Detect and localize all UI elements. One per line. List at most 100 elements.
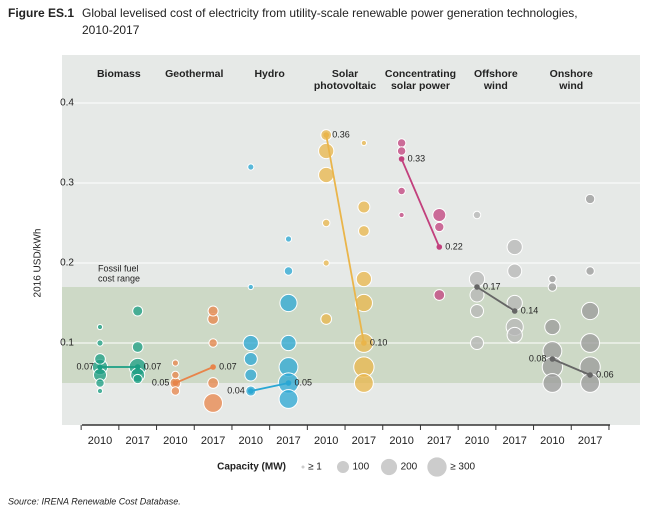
figure-number: Figure ES.1 [8, 6, 74, 20]
project-bubble [247, 163, 255, 171]
value-label: 0.22 [445, 241, 463, 251]
x-tick-label: 2017 [125, 435, 149, 447]
project-bubble [96, 339, 104, 347]
project-bubble [396, 146, 407, 156]
project-bubble [171, 359, 179, 367]
y-tick-label: 0.2 [60, 258, 74, 269]
project-bubble [397, 186, 406, 196]
project-bubble [96, 323, 104, 331]
x-tick-label: 2017 [578, 435, 602, 447]
x-tick-label: 2017 [201, 435, 225, 447]
project-bubble [544, 318, 561, 336]
project-bubble [585, 266, 595, 276]
project-bubble [580, 333, 601, 353]
average-trend [175, 366, 214, 384]
average-point [172, 380, 179, 386]
legend-title: Capacity (MW) [217, 462, 286, 473]
series-name: wind [483, 80, 508, 92]
project-bubble [207, 305, 219, 317]
project-bubble [280, 334, 297, 352]
series-name: Offshore [474, 68, 518, 80]
project-bubble [584, 193, 596, 205]
x-tick-label: 2010 [465, 435, 489, 447]
average-point [323, 132, 330, 138]
project-bubble [208, 338, 218, 348]
value-label: 0.33 [408, 153, 426, 163]
value-label: 0.05 [152, 377, 170, 387]
y-tick-label: 0.4 [60, 98, 74, 109]
project-bubble [318, 166, 335, 184]
y-tick-label: 0.1 [60, 338, 74, 349]
series-name: Solar [332, 68, 358, 80]
source: Source: IRENA Renewable Cost Database. [8, 496, 181, 506]
project-bubble [96, 387, 104, 395]
average-point [549, 356, 556, 362]
value-label: 0.07 [144, 361, 162, 371]
project-bubble [95, 378, 105, 388]
x-tick-label: 2010 [239, 435, 263, 447]
chart-title: Global levelised cost of electricity fro… [82, 6, 578, 20]
series-name: solar power [391, 80, 450, 92]
average-point [210, 364, 216, 370]
average-point [97, 364, 103, 370]
x-tick-label: 2017 [276, 435, 300, 447]
series-name: Biomass [97, 68, 141, 80]
project-bubble [547, 282, 558, 292]
project-bubble [320, 313, 333, 325]
chart-title: 2010-2017 [82, 23, 140, 37]
y-tick-label: 0.3 [60, 178, 74, 189]
legend-bubble [336, 460, 350, 474]
x-tick-label: 2017 [502, 435, 526, 447]
project-bubble [244, 368, 258, 382]
project-bubble [506, 326, 523, 344]
x-tick-label: 2010 [314, 435, 338, 447]
series-name: Hydro [254, 68, 284, 80]
project-bubble [278, 389, 299, 409]
average-point [398, 156, 405, 162]
band-label: Fossil fuel [98, 263, 139, 273]
project-bubble [581, 301, 600, 321]
average-trend [325, 134, 365, 344]
project-bubble [279, 293, 298, 313]
project-bubble [242, 334, 259, 352]
average-trend [250, 382, 289, 392]
value-label: 0.08 [529, 353, 547, 363]
x-tick-label: 2010 [163, 435, 187, 447]
average-point [436, 244, 443, 250]
project-bubble [355, 270, 373, 288]
project-bubble [171, 370, 180, 380]
project-bubble [470, 336, 484, 350]
value-label: 0.17 [483, 281, 501, 291]
average-point [134, 364, 141, 370]
series-name: photovoltaic [314, 80, 377, 92]
project-bubble [432, 208, 447, 222]
x-tick-label: 2017 [427, 435, 451, 447]
average-point [587, 372, 593, 378]
project-bubble [318, 142, 335, 160]
average-point [285, 380, 292, 386]
value-label: 0.36 [332, 129, 350, 139]
project-bubble [94, 353, 106, 365]
project-bubble [433, 289, 446, 301]
average-point [248, 388, 254, 394]
project-bubble [354, 293, 373, 313]
project-bubble [358, 225, 370, 237]
series-name: Onshore [550, 68, 593, 80]
legend-label: ≥ 1 [308, 462, 322, 473]
project-bubble [322, 259, 330, 267]
legend-bubble [379, 457, 399, 477]
project-bubble [203, 393, 224, 413]
value-label: 0.07 [219, 361, 237, 371]
average-point [511, 308, 518, 314]
value-label: 0.07 [76, 361, 94, 371]
legend-label: 200 [401, 462, 418, 473]
project-bubble [506, 238, 523, 256]
project-bubble [283, 266, 294, 276]
average-trend [476, 286, 516, 312]
x-tick-label: 2017 [352, 435, 376, 447]
project-bubble [131, 341, 144, 353]
value-label: 0.05 [295, 377, 313, 387]
x-tick-label: 2010 [540, 435, 564, 447]
average-trend [552, 358, 591, 376]
